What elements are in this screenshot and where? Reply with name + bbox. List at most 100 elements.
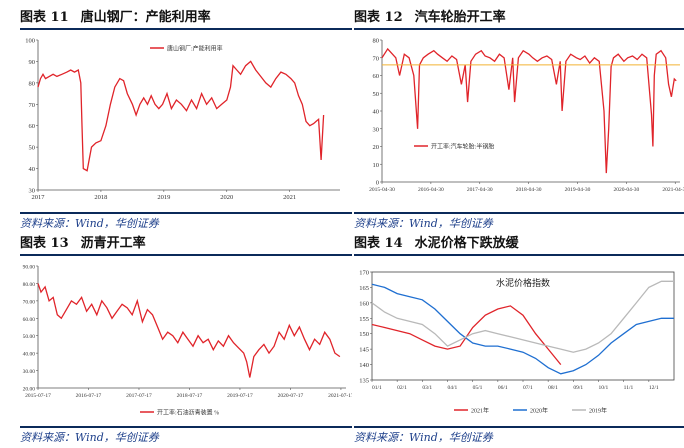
- y-tick-label: 145: [359, 347, 369, 354]
- source-text: 资料来源：Wind，华创证券: [20, 431, 159, 444]
- y-tick-label: 20: [373, 144, 380, 151]
- y-tick-label: 70: [29, 102, 36, 109]
- figure-title: 图表 12 汽车轮胎开工率: [354, 6, 506, 26]
- figure-label: 图表 14: [354, 236, 403, 251]
- figure-title-text: 汽车轮胎开工率: [414, 10, 506, 25]
- y-tick-label: 30.00: [23, 369, 36, 375]
- x-tick-label: 08/1: [548, 385, 558, 391]
- figure-title-text: 唐山钢厂：产能利用率: [80, 10, 211, 25]
- source-text: 资料来源：Wind，华创证券: [354, 431, 493, 444]
- x-tick-label: 09/1: [573, 385, 583, 391]
- y-tick-label: 60: [29, 123, 36, 130]
- legend-label: 开工率:汽车轮胎:半钢胎: [431, 143, 494, 151]
- x-tick-label: 2020-04-30: [614, 187, 640, 193]
- y-tick-label: 50: [29, 145, 36, 152]
- y-tick-label: 140: [359, 362, 369, 369]
- figure-title: 图表 13 沥青开工率: [20, 232, 146, 252]
- x-tick-label: 2016-07-17: [76, 393, 102, 399]
- x-tick-label: 2019-04-30: [565, 187, 591, 193]
- figure-title-text: 沥青开工率: [80, 236, 146, 251]
- x-tick-label: 06/1: [498, 385, 508, 391]
- y-tick-label: 50: [373, 91, 380, 98]
- x-tick-label: 2021-04-30: [662, 187, 684, 193]
- plot-frame: [371, 271, 675, 381]
- x-tick-label: 2017: [32, 194, 46, 201]
- figure-title-text: 水泥价格下跌放缓: [414, 236, 519, 251]
- x-tick-label: 03/1: [422, 385, 432, 391]
- y-tick-label: 80.00: [23, 282, 36, 288]
- figure-label: 图表 11: [20, 10, 69, 25]
- legend-label: 2019年: [589, 407, 607, 415]
- x-tick-label: 02/1: [397, 385, 407, 391]
- series-line-0: [371, 305, 562, 366]
- x-tick-label: 2015-04-30: [369, 187, 395, 193]
- legend-label: 2020年: [530, 407, 548, 415]
- source-text: 资料来源：Wind，华创证券: [354, 217, 493, 230]
- y-tick-label: 40: [29, 166, 36, 173]
- x-tick-label: 04/1: [448, 385, 458, 391]
- figure-13: 图表 13 沥青开工率 20.00 30.00 40.00 50.00 60.00 70.0…: [20, 232, 352, 446]
- source-rule: [20, 426, 352, 428]
- x-tick-label: 01/1: [372, 385, 382, 391]
- y-tick-label: 90.00: [23, 265, 36, 271]
- series-line-2: [371, 280, 674, 353]
- chart-14: 135 140 145 150 155 160 165 170 01/1 02/1 03/1 04/1…: [359, 270, 675, 415]
- title-rule: [20, 28, 352, 30]
- y-tick-label: 135: [359, 378, 369, 385]
- figure-11: 图表 11 唐山钢厂：产能利用率 30 40 50 60 70 80 90 100 2017 201…: [20, 6, 352, 230]
- figure-12: 图表 12 汽车轮胎开工率 0 10 20 30 40 50 60 70 80 2015-04-30…: [354, 6, 684, 230]
- figure-title: 图表 14 水泥价格下跌放缓: [354, 232, 519, 252]
- y-tick-label: 150: [359, 331, 369, 338]
- y-tick-label: 80: [29, 80, 36, 87]
- x-tick-label: 2017-04-30: [467, 187, 493, 193]
- x-tick-label: 12/1: [649, 385, 659, 391]
- x-tick-label: 2020: [220, 194, 233, 201]
- y-tick-label: 10: [373, 162, 380, 169]
- x-tick-label: 10/1: [599, 385, 609, 391]
- legend-label: 2021年: [471, 407, 489, 415]
- series-line-0: [37, 283, 341, 378]
- x-tick-label: 2019: [157, 194, 170, 201]
- series-line-1: [371, 283, 674, 375]
- figure-label: 图表 12: [354, 10, 403, 25]
- source-rule: [20, 212, 352, 214]
- chart-12: 0 10 20 30 40 50 60 70 80 2015-04-30 2016-04-30 201…: [369, 38, 684, 194]
- source-text: 资料来源：Wind，华创证券: [20, 217, 159, 230]
- y-tick-label: 165: [359, 285, 369, 292]
- x-tick-label: 2015-07-17: [25, 393, 51, 399]
- y-tick-label: 60.00: [23, 317, 36, 323]
- y-tick-label: 80: [373, 38, 380, 45]
- legend-label: 开工率:石油沥青装置 %: [157, 409, 219, 417]
- x-tick-label: 2016-04-30: [418, 187, 444, 193]
- x-tick-label: 2018: [94, 194, 107, 201]
- series-line-0: [381, 47, 677, 174]
- y-tick-label: 40: [373, 109, 380, 116]
- chart-13: 20.00 30.00 40.00 50.00 60.00 70.00 80.00 90.00…: [23, 265, 352, 417]
- y-tick-label: 40.00: [23, 352, 36, 358]
- x-tick-label: 2021-07-17: [328, 393, 352, 399]
- x-tick-label: 2019-07-17: [227, 393, 253, 399]
- y-tick-label: 170: [359, 270, 369, 277]
- y-tick-label: 90: [29, 59, 36, 66]
- x-tick-label: 2018-07-17: [177, 393, 203, 399]
- x-tick-label: 2021: [283, 194, 296, 201]
- y-tick-label: 20.00: [23, 387, 36, 393]
- y-tick-label: 100: [25, 38, 35, 45]
- y-tick-label: 70: [373, 55, 380, 62]
- x-tick-label: 2018-04-30: [516, 187, 542, 193]
- x-tick-label: 11/1: [624, 385, 634, 391]
- x-tick-label: 05/1: [473, 385, 483, 391]
- y-tick-label: 30: [373, 126, 380, 133]
- figure-label: 图表 13: [20, 236, 69, 251]
- y-tick-label: 50.00: [23, 334, 36, 340]
- x-tick-label: 2020-07-17: [278, 393, 304, 399]
- title-rule: [354, 28, 684, 30]
- x-tick-label: 07/1: [523, 385, 533, 391]
- chart-title: 水泥价格指数: [496, 277, 550, 288]
- legend-label: 唐山钢厂:产能利用率: [167, 45, 223, 53]
- source-rule: [354, 212, 684, 214]
- title-rule: [20, 254, 352, 256]
- y-tick-label: 155: [359, 316, 369, 323]
- y-tick-label: 70.00: [23, 299, 36, 305]
- y-tick-label: 160: [359, 300, 369, 307]
